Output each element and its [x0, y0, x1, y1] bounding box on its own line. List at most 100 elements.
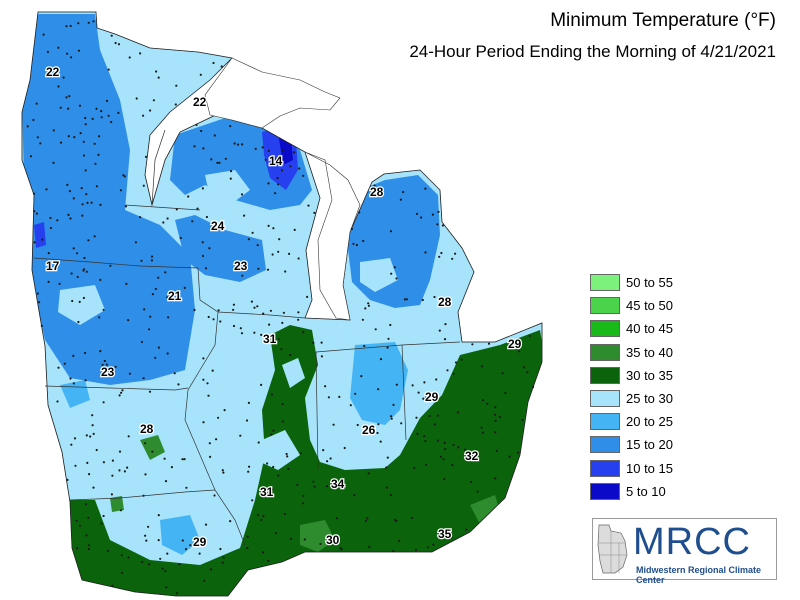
station-dot	[77, 49, 80, 52]
station-dot	[157, 76, 160, 79]
station-dot	[170, 466, 173, 469]
station-dot	[452, 443, 455, 447]
station-dot	[114, 365, 117, 368]
station-dot	[212, 61, 215, 65]
station-dot	[224, 157, 227, 160]
map-value-label: 24	[211, 219, 225, 233]
station-dot	[521, 418, 524, 421]
station-dot	[193, 308, 196, 312]
station-dot	[92, 432, 95, 435]
station-dot	[287, 467, 290, 470]
station-dot	[389, 230, 393, 233]
station-dot	[119, 509, 123, 512]
station-dot	[379, 358, 383, 361]
station-dot	[376, 431, 379, 435]
station-dot	[395, 519, 398, 523]
map-value-label: 28	[370, 185, 384, 199]
station-dot	[91, 414, 94, 417]
station-dot	[33, 210, 36, 213]
station-dot	[89, 435, 92, 438]
station-dot	[213, 494, 216, 497]
station-dot	[92, 486, 95, 489]
station-dot	[83, 256, 86, 260]
station-dot	[302, 494, 305, 497]
station-dot	[149, 109, 152, 112]
station-dot	[72, 197, 75, 200]
station-dot	[392, 403, 395, 406]
station-dot	[73, 136, 76, 139]
station-dot	[35, 102, 38, 105]
station-dot	[71, 299, 74, 303]
station-dot	[120, 391, 123, 394]
station-dot	[367, 304, 370, 307]
station-dot	[254, 147, 257, 150]
station-dot	[220, 65, 223, 68]
station-dot	[86, 461, 89, 464]
station-dot	[66, 478, 69, 481]
station-dot	[393, 266, 396, 269]
station-dot	[139, 216, 142, 219]
station-dot	[250, 300, 253, 303]
station-dot	[390, 417, 393, 420]
station-dot	[444, 448, 447, 451]
station-dot	[431, 213, 434, 216]
station-dot	[210, 158, 213, 161]
station-dot	[433, 423, 436, 426]
station-dot	[313, 211, 316, 214]
legend-swatch	[590, 274, 620, 292]
station-dot	[67, 107, 70, 110]
station-dot	[284, 270, 287, 273]
station-dot	[140, 259, 143, 262]
station-dot	[117, 111, 120, 114]
station-dot	[379, 440, 382, 443]
station-dot	[91, 424, 94, 427]
station-dot	[229, 125, 232, 128]
station-dot	[144, 473, 147, 476]
station-dot	[181, 539, 184, 542]
legend-item: 25 to 30	[590, 387, 700, 410]
station-dot	[476, 490, 479, 493]
station-dot	[162, 221, 165, 224]
station-dot	[124, 205, 127, 208]
station-dot	[414, 549, 418, 552]
station-dot	[92, 20, 95, 23]
station-dot	[494, 431, 497, 434]
station-dot	[62, 76, 65, 79]
station-dot	[293, 151, 296, 154]
station-dot	[164, 480, 168, 483]
station-dot	[90, 201, 93, 204]
legend-item: 40 to 45	[590, 317, 700, 340]
station-dot	[111, 459, 114, 462]
map-subtitle: 24-Hour Period Ending the Morning of 4/2…	[409, 42, 776, 61]
station-dot	[85, 503, 88, 506]
station-dot	[495, 449, 498, 452]
station-dot	[87, 239, 90, 242]
station-dot	[260, 383, 263, 386]
legend-swatch	[590, 459, 620, 477]
legend-item: 15 to 20	[590, 433, 700, 456]
station-dot	[504, 392, 507, 395]
map-value-label: 17	[46, 259, 60, 273]
station-dot	[174, 103, 177, 106]
station-dot	[415, 212, 419, 215]
station-dot	[528, 334, 531, 337]
station-dot	[402, 190, 405, 194]
station-dot	[313, 485, 316, 488]
station-dot	[102, 401, 105, 404]
station-dot	[438, 255, 441, 258]
station-dot	[57, 46, 60, 49]
station-dot	[66, 52, 69, 55]
station-dot	[143, 308, 146, 311]
station-dot	[111, 474, 114, 477]
logo-name: MRCC	[633, 521, 751, 563]
station-dot	[76, 547, 79, 550]
station-dot	[77, 22, 80, 25]
station-dot	[312, 480, 315, 483]
station-dot	[78, 524, 81, 527]
station-dot	[165, 586, 168, 589]
station-dot	[202, 147, 205, 150]
station-dot	[105, 99, 109, 102]
station-dot	[168, 296, 171, 299]
station-dot	[88, 473, 91, 476]
station-dot	[102, 514, 105, 518]
